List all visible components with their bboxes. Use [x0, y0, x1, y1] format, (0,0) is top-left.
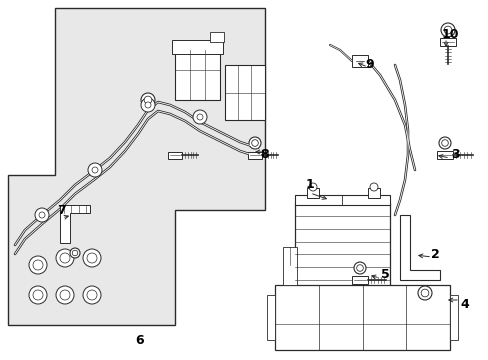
Circle shape	[56, 249, 74, 267]
Circle shape	[83, 286, 101, 304]
Bar	[172, 40, 223, 54]
Circle shape	[438, 137, 450, 149]
Circle shape	[248, 137, 261, 149]
Circle shape	[92, 167, 98, 173]
Text: 3: 3	[450, 148, 458, 162]
Text: 9: 9	[365, 58, 373, 72]
Bar	[168, 152, 182, 158]
Circle shape	[88, 163, 102, 177]
Circle shape	[308, 183, 316, 191]
Circle shape	[39, 212, 45, 218]
Circle shape	[60, 290, 70, 300]
Bar	[439, 38, 455, 46]
Bar	[266, 295, 274, 340]
Bar	[274, 285, 449, 350]
Bar	[436, 151, 452, 159]
Text: 4: 4	[460, 298, 468, 311]
Bar	[224, 65, 264, 120]
Circle shape	[29, 286, 47, 304]
Circle shape	[83, 249, 101, 267]
Text: 6: 6	[135, 333, 144, 346]
Circle shape	[197, 114, 203, 120]
Circle shape	[33, 290, 43, 300]
Circle shape	[420, 289, 428, 297]
Circle shape	[141, 93, 155, 107]
Circle shape	[251, 140, 258, 146]
Circle shape	[56, 286, 74, 304]
Bar	[351, 276, 367, 284]
Circle shape	[356, 265, 363, 271]
Text: 1: 1	[305, 179, 314, 192]
Bar	[283, 247, 296, 285]
Circle shape	[193, 110, 206, 124]
Circle shape	[417, 286, 431, 300]
Polygon shape	[399, 215, 439, 280]
Circle shape	[87, 253, 97, 263]
Circle shape	[443, 26, 451, 34]
Text: 7: 7	[58, 203, 66, 216]
Circle shape	[441, 140, 447, 146]
Polygon shape	[8, 8, 264, 325]
Bar	[306, 188, 318, 198]
Bar	[449, 295, 457, 340]
Circle shape	[144, 96, 152, 104]
Bar	[247, 152, 262, 158]
Circle shape	[353, 262, 365, 274]
Bar	[367, 188, 379, 198]
Polygon shape	[60, 205, 90, 243]
Circle shape	[60, 253, 70, 263]
Circle shape	[369, 183, 377, 191]
Bar	[294, 203, 389, 293]
Circle shape	[29, 256, 47, 274]
Text: 8: 8	[260, 148, 269, 162]
Circle shape	[72, 250, 78, 256]
Circle shape	[35, 208, 49, 222]
Bar	[294, 195, 389, 205]
Text: 5: 5	[380, 269, 388, 282]
Circle shape	[145, 102, 151, 108]
Circle shape	[70, 248, 80, 258]
Circle shape	[440, 23, 454, 37]
Bar	[175, 50, 220, 100]
Bar	[351, 55, 367, 67]
Circle shape	[33, 260, 43, 270]
Bar	[297, 293, 386, 299]
Bar	[209, 32, 224, 42]
Text: 10: 10	[440, 28, 458, 41]
Circle shape	[87, 290, 97, 300]
Circle shape	[141, 98, 155, 112]
Text: 2: 2	[430, 248, 439, 261]
